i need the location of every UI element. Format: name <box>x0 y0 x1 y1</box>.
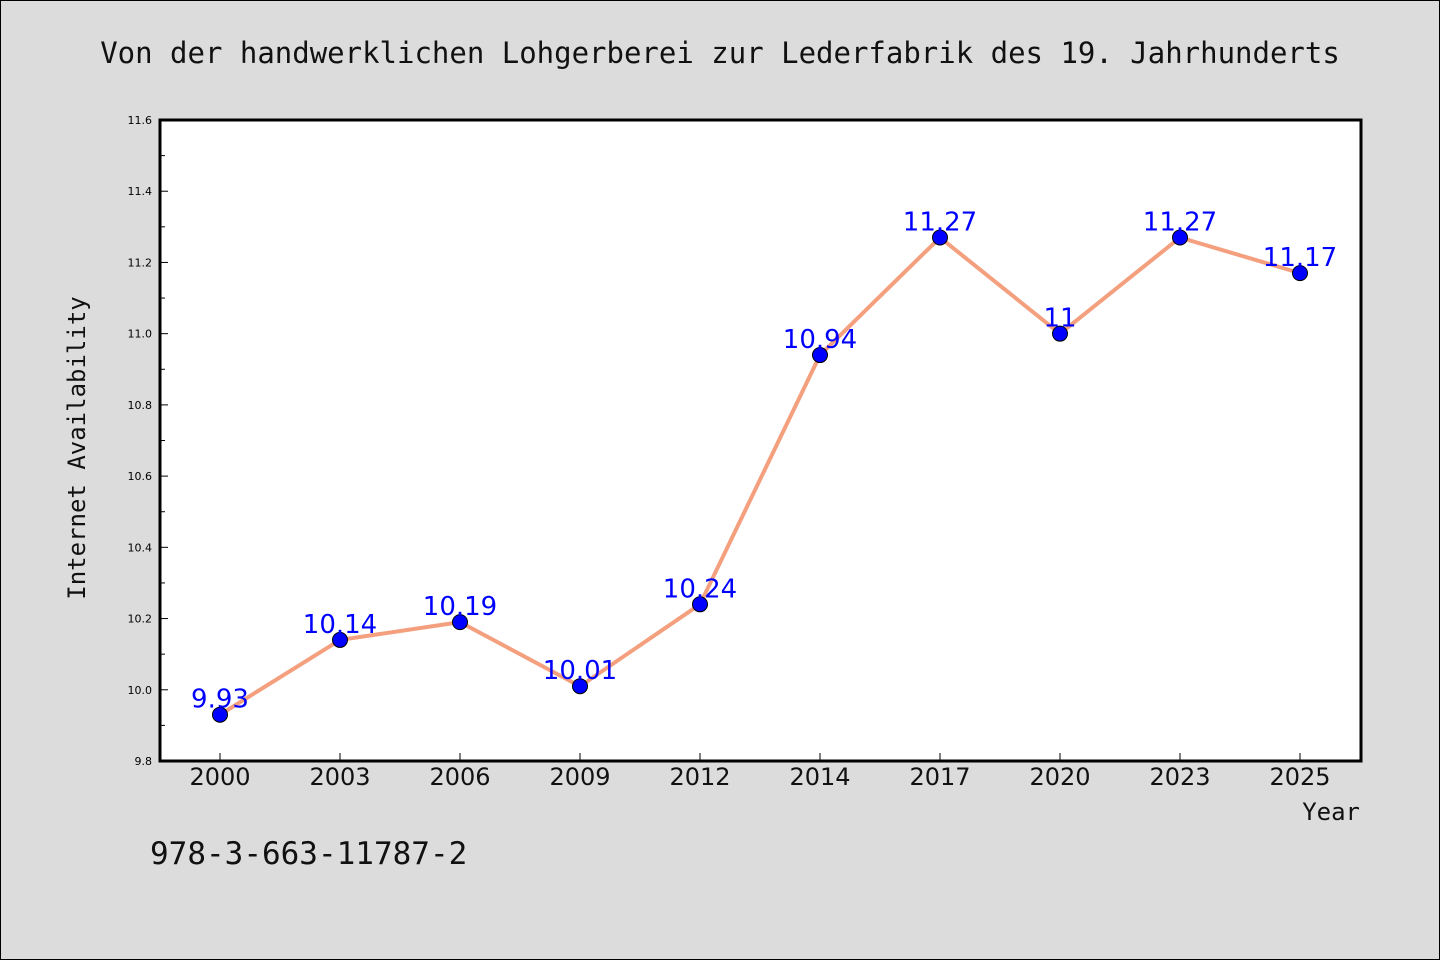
data-label: 11.17 <box>1263 243 1337 273</box>
data-label: 10.24 <box>663 574 737 604</box>
data-label: 10.01 <box>543 656 617 686</box>
y-tick-label: 10.4 <box>128 541 153 554</box>
data-point <box>332 631 348 648</box>
x-tick-label: 2025 <box>1269 763 1330 791</box>
x-tick-label: 2014 <box>789 763 850 791</box>
y-tick-label: 10.0 <box>128 684 153 697</box>
data-point <box>212 706 228 723</box>
series-line <box>218 235 1301 717</box>
x-tick-label: 2020 <box>1029 763 1090 791</box>
x-axis-label: Year <box>1302 798 1360 826</box>
data-label: 10.14 <box>303 610 377 640</box>
y-tick-label: 10.8 <box>128 399 153 412</box>
x-tick-label: 2023 <box>1149 763 1210 791</box>
data-label: 11.27 <box>903 208 977 238</box>
y-tick-label: 9.8 <box>135 755 153 768</box>
plot-area <box>158 118 1363 763</box>
data-point <box>932 229 948 246</box>
x-tick-label: 2009 <box>549 763 610 791</box>
data-point <box>692 596 708 613</box>
y-tick-label: 11.6 <box>128 114 153 127</box>
y-axis: 9.8 10.0 10.2 10.4 10.6 10.8 11.0 11.2 11.4 11.6 <box>128 114 168 768</box>
x-tick-label: 2003 <box>309 763 370 791</box>
y-tick-label: 10.2 <box>128 613 153 626</box>
data-label: 10.19 <box>423 592 497 622</box>
x-tick-label: 2000 <box>189 763 250 791</box>
isbn-label: 978-3-663-11787-2 <box>150 836 467 872</box>
data-label: 10.94 <box>783 325 857 355</box>
chart-title: Von der handwerklichen Lohgerberei zur L… <box>100 36 1340 70</box>
data-point <box>1052 325 1068 342</box>
x-tick-label: 2012 <box>669 763 730 791</box>
y-axis-label: Internet Availability <box>63 296 91 599</box>
y-tick-label: 11.0 <box>128 328 153 341</box>
data-label: 9.93 <box>191 685 249 715</box>
data-point <box>812 347 828 364</box>
y-tick-label: 10.6 <box>128 470 153 483</box>
x-tick-label: 2006 <box>429 763 490 791</box>
series-layer: 9.93 10.14 10.19 10.01 10.24 10.94 11.27 11 11.2… <box>191 208 1337 723</box>
x-tick-label: 2017 <box>909 763 970 791</box>
data-point <box>452 614 468 631</box>
y-tick-label: 11.2 <box>128 256 153 269</box>
x-axis: 2000 2003 2006 2009 2012 2014 2017 2020 2023 2025 <box>189 753 1331 791</box>
data-label: 11 <box>1043 304 1076 334</box>
data-label: 11.27 <box>1143 208 1217 238</box>
data-point <box>1292 265 1308 282</box>
y-tick-label: 11.4 <box>128 185 153 198</box>
data-point <box>572 678 588 695</box>
data-point <box>1172 229 1188 246</box>
